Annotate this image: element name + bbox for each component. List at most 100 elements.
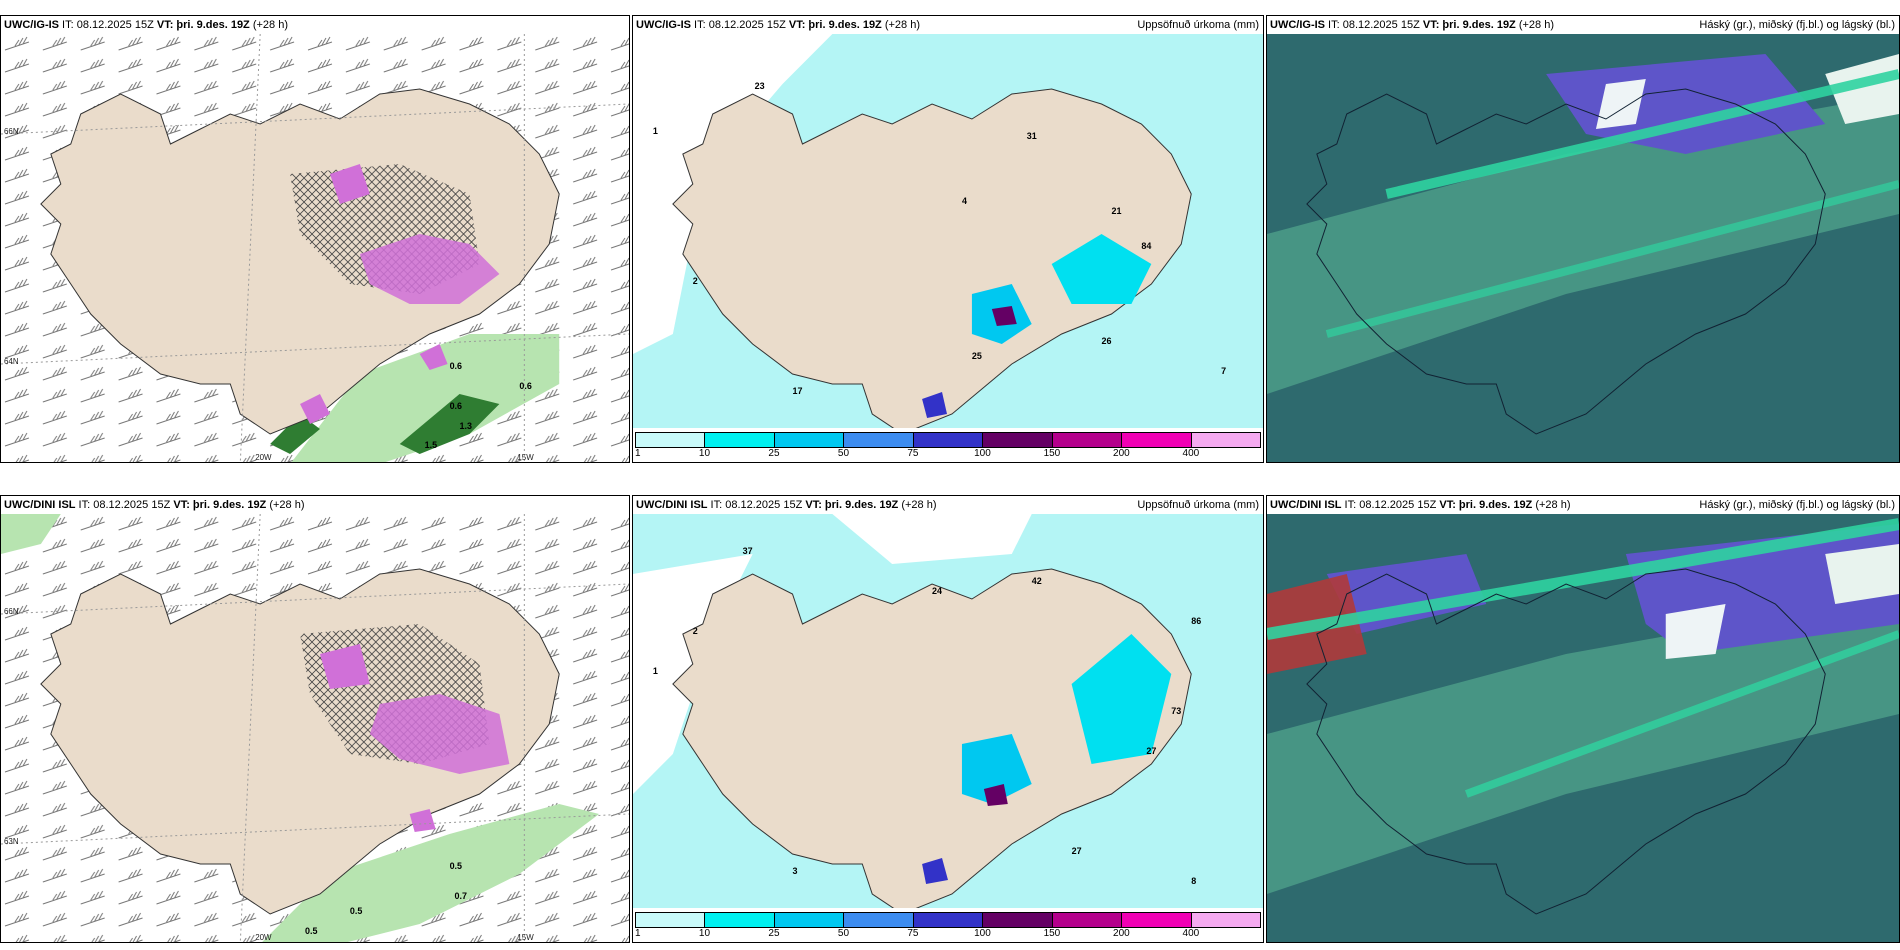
model-name: UWC/IG-IS xyxy=(1270,19,1325,31)
colorbar-swatch xyxy=(1191,433,1260,447)
colorbar xyxy=(635,912,1261,928)
colorbar-tick: 1 xyxy=(635,928,641,939)
precip-value: 37 xyxy=(743,546,753,556)
colorbar-swatch xyxy=(636,433,706,447)
panel-header: UWC/DINI ISL IT: 08.12.2025 15Z VT: þri.… xyxy=(1267,496,1899,514)
vt-label: VT: xyxy=(156,19,174,31)
colorbar-ticks: 1 10 25 50 75 100 150 200 400 xyxy=(635,448,1261,460)
panel-header: UWC/DINI ISL IT: 08.12.2025 15Z VT: þri.… xyxy=(1,496,629,514)
colorbar-swatch xyxy=(844,913,914,927)
precip-value: 27 xyxy=(1072,846,1082,856)
valid-time: þri. 9.des. 19Z xyxy=(1439,19,1516,31)
panel-precip-dini: UWC/DINI ISL IT: 08.12.2025 15Z VT: þri.… xyxy=(632,495,1264,943)
precip-value: 1 xyxy=(653,666,658,676)
precip-value: 2 xyxy=(693,626,698,636)
valid-time: þri. 9.des. 19Z xyxy=(189,499,267,511)
colorbar-swatch xyxy=(636,913,706,927)
colorbar-tick: 200 xyxy=(1113,448,1130,459)
colorbar-swatch xyxy=(1052,913,1123,927)
panel-header: UWC/IG-IS IT: 08.12.2025 15Z VT: þri. 9.… xyxy=(1,16,629,34)
wind-value: 0.7 xyxy=(455,891,467,901)
init-time: IT: 08.12.2025 15Z xyxy=(59,19,157,31)
colorbar-swatch xyxy=(1122,913,1192,927)
model-name: UWC/IG-IS xyxy=(4,19,59,31)
precip-value: 86 xyxy=(1191,616,1201,626)
wind-value: 0.5 xyxy=(350,906,362,916)
init-time: IT: 08.12.2025 15Z xyxy=(707,499,806,511)
vt-label: VT: xyxy=(788,19,806,31)
lead-time: (+28 h) xyxy=(1515,19,1554,31)
colorbar-swatch xyxy=(913,913,984,927)
lon-label-20w: 20W xyxy=(255,453,272,462)
lon-label-20w: 20W xyxy=(255,933,272,942)
precip-value: 8 xyxy=(1191,876,1196,886)
colorbar-tick: 25 xyxy=(768,448,780,459)
colorbar-swatch xyxy=(1122,433,1192,447)
colorbar-swatch xyxy=(1052,433,1123,447)
map-precipitation[interactable]: 1 2 37 24 42 86 73 27 27 8 3 xyxy=(633,514,1263,908)
precip-value: 27 xyxy=(1146,746,1156,756)
colorbar-swatch xyxy=(774,433,845,447)
colorbar-tick: 75 xyxy=(907,928,919,939)
wind-value: 0.6 xyxy=(450,401,462,411)
lat-label-66: 66N xyxy=(4,127,19,136)
colorbar-tick: 50 xyxy=(837,928,850,939)
colorbar-swatch xyxy=(983,913,1053,927)
lat-label-64: 64N xyxy=(4,357,19,366)
wind-value: 1.3 xyxy=(460,421,472,431)
precip-value: 24 xyxy=(932,586,942,596)
colorbar-tick: 10 xyxy=(698,928,711,939)
map-wind[interactable]: 66N 64N 20W 15W 0.6 0.6 0.6 1.3 1.5 xyxy=(1,34,629,462)
vt-label: VT: xyxy=(1439,499,1456,511)
wind-value: 0.6 xyxy=(519,381,531,391)
precip-value: 4 xyxy=(962,196,967,206)
map-wind[interactable]: 66N 63N 20W 15W 0.5 0.5 0.7 0.5 xyxy=(1,514,629,942)
model-name: UWC/IG-IS xyxy=(636,19,691,31)
lead-time: (+28 h) xyxy=(881,19,920,31)
lead-time: (+28 h) xyxy=(249,19,288,31)
wind-value: 0.6 xyxy=(450,361,462,371)
map-clouds[interactable] xyxy=(1267,34,1899,462)
panel-header: UWC/DINI ISL IT: 08.12.2025 15Z VT: þri.… xyxy=(633,496,1263,514)
colorbar-swatch xyxy=(983,433,1053,447)
wind-value: 1.5 xyxy=(425,440,437,450)
vt-label: VT: xyxy=(173,499,190,511)
colorbar-tick: 25 xyxy=(768,928,780,939)
colorbar-tick: 50 xyxy=(837,448,850,459)
lat-label-63: 63N xyxy=(4,837,19,846)
colorbar-tick: 400 xyxy=(1182,928,1200,939)
valid-time: þri. 9.des. 19Z xyxy=(1455,499,1533,511)
lat-label-66: 66N xyxy=(4,607,19,616)
panel-wind-ig-is: UWC/IG-IS IT: 08.12.2025 15Z VT: þri. 9.… xyxy=(0,15,630,463)
precip-value: 17 xyxy=(792,386,802,396)
map-clouds[interactable] xyxy=(1267,514,1899,942)
panel-title: Uppsöfnuð úrkoma (mm) xyxy=(1137,19,1259,31)
colorbar-swatch xyxy=(913,433,984,447)
init-time: IT: 08.12.2025 15Z xyxy=(75,499,174,511)
colorbar-swatch xyxy=(844,433,914,447)
panel-clouds-ig-is: UWC/IG-IS IT: 08.12.2025 15Z VT: þri. 9.… xyxy=(1266,15,1900,463)
lon-label-15w: 15W xyxy=(517,453,534,462)
colorbar-swatch xyxy=(705,433,775,447)
precip-value: 2 xyxy=(693,276,698,286)
panel-title: Háský (gr.), miðský (fj.bl.) og lágský (… xyxy=(1699,499,1895,511)
colorbar-ticks: 1 10 25 50 75 100 150 200 400 xyxy=(635,928,1261,940)
panel-title: Uppsöfnuð úrkoma (mm) xyxy=(1137,499,1259,511)
precip-value: 7 xyxy=(1221,366,1226,376)
colorbar-swatch xyxy=(774,913,845,927)
precip-value: 73 xyxy=(1171,706,1181,716)
colorbar-tick: 10 xyxy=(698,448,711,459)
colorbar-tick: 100 xyxy=(974,448,991,459)
colorbar-tick: 150 xyxy=(1043,928,1061,939)
colorbar-swatch xyxy=(1191,913,1260,927)
map-precipitation[interactable]: 1 2 23 4 31 21 84 26 25 17 7 xyxy=(633,34,1263,428)
colorbar-tick: 1 xyxy=(635,448,641,459)
wind-value: 0.5 xyxy=(450,861,462,871)
precip-value: 23 xyxy=(755,81,765,91)
model-name: UWC/DINI ISL xyxy=(636,499,708,511)
precip-value: 26 xyxy=(1102,336,1112,346)
colorbar-tick: 200 xyxy=(1113,928,1130,939)
model-name: UWC/DINI ISL xyxy=(4,499,76,511)
colorbar-tick: 75 xyxy=(907,448,919,459)
wind-value: 0.5 xyxy=(305,926,317,936)
